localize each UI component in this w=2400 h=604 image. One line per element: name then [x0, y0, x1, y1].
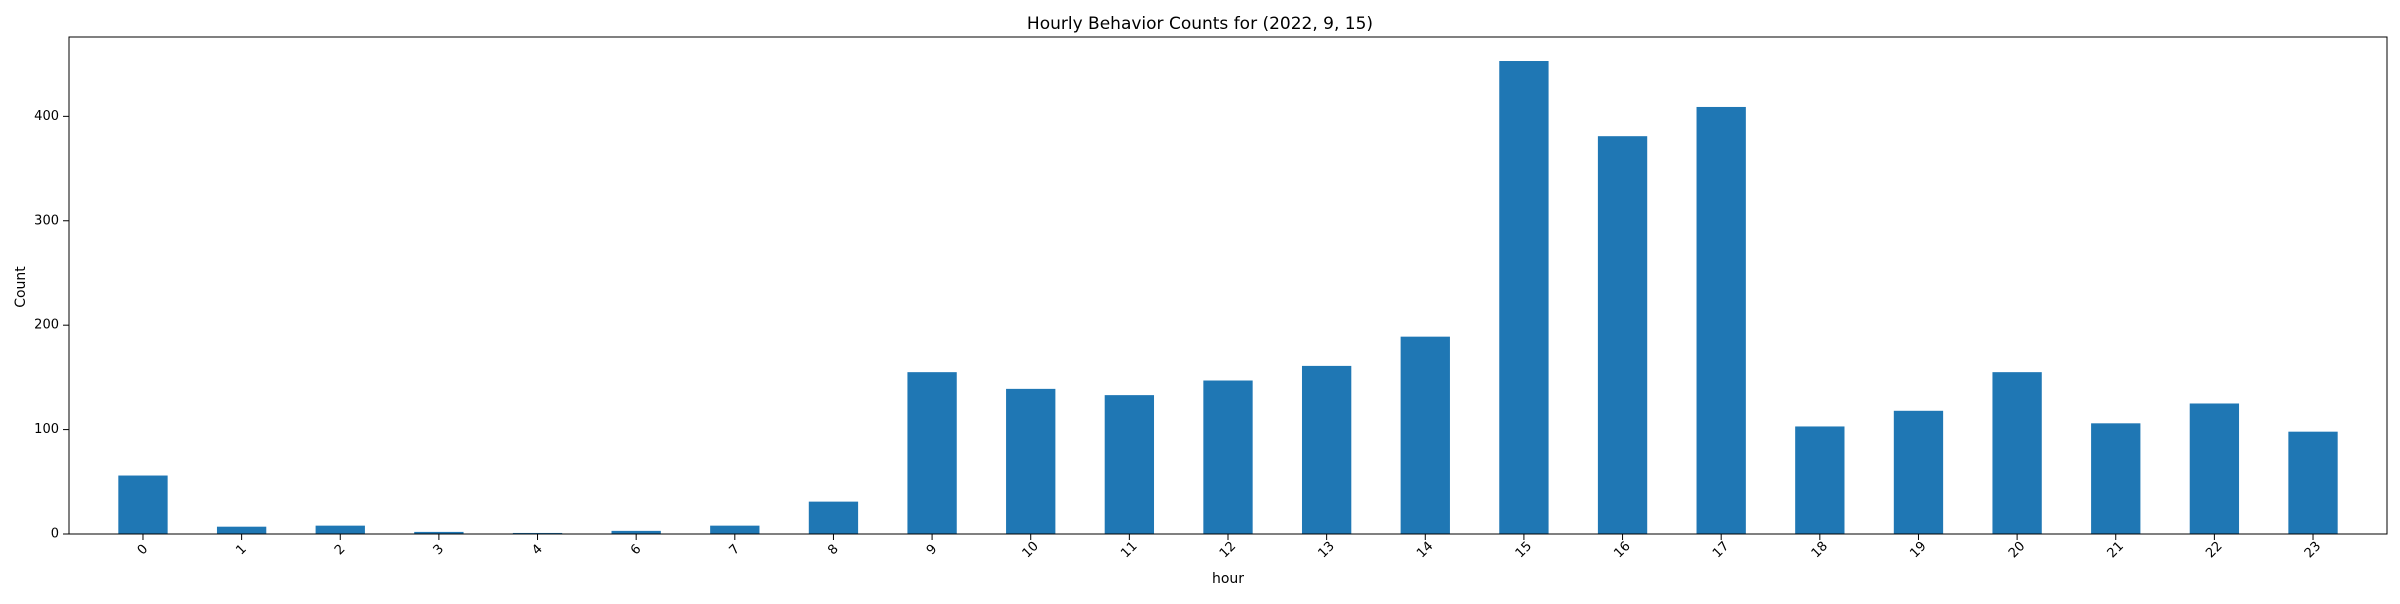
x-axis-ticks: 0 1 2 3 4 6 7 8 9 10 11 12 13 14 15 16 17 18 19 20 21 22 23 — [135, 534, 2324, 561]
bar-hour-7 — [710, 525, 760, 534]
x-tick-label: 19 — [1907, 539, 1929, 561]
bar-hour-6 — [611, 530, 661, 534]
bar-hour-12 — [1203, 380, 1253, 534]
bar-hour-1 — [216, 526, 267, 534]
y-axis-label: Count — [13, 266, 29, 308]
bar-hour-21 — [2091, 423, 2141, 534]
x-tick-label: 23 — [2302, 539, 2324, 561]
x-tick-label: 0 — [135, 542, 151, 558]
bar-hour-0 — [118, 475, 168, 534]
x-tick-label: 11 — [1118, 539, 1140, 561]
bar-hour-13 — [1301, 365, 1352, 534]
y-axis-ticks: 0 100 200 300 400 — [34, 109, 69, 542]
bar-hour-3 — [414, 531, 464, 534]
bar-hour-23 — [2288, 431, 2338, 534]
x-tick-label: 3 — [431, 542, 447, 558]
x-tick-label: 14 — [1414, 539, 1436, 561]
x-tick-label: 20 — [2006, 539, 2028, 561]
x-tick-label: 13 — [1315, 539, 1337, 561]
bar-hour-19 — [1893, 410, 1944, 534]
x-tick-label: 8 — [825, 542, 841, 558]
x-tick-label: 17 — [1710, 539, 1732, 561]
bar-hour-11 — [1104, 395, 1155, 534]
x-tick-label: 12 — [1217, 539, 1239, 561]
x-tick-label: 10 — [1020, 539, 1042, 561]
bar-hour-16 — [1597, 136, 1648, 534]
bar-hour-20 — [1992, 372, 2042, 534]
chart-title: Hourly Behavior Counts for (2022, 9, 15) — [1027, 14, 1373, 34]
bar-hour-15 — [1499, 61, 1549, 534]
bar-hour-9 — [907, 372, 957, 534]
y-tick-label: 300 — [34, 213, 59, 228]
bar-hour-22 — [2189, 403, 2240, 534]
y-tick-label: 200 — [34, 318, 59, 333]
bar-hour-14 — [1400, 336, 1450, 534]
bar-hour-10 — [1006, 388, 1056, 534]
y-tick-label: 400 — [34, 109, 59, 124]
x-tick-label: 1 — [233, 542, 249, 558]
bar-hour-18 — [1795, 426, 1845, 534]
x-tick-label: 9 — [924, 542, 940, 558]
y-tick-label: 100 — [34, 422, 59, 437]
bar-hour-2 — [315, 525, 365, 534]
x-axis-label: hour — [1212, 571, 1244, 587]
bar-hour-17 — [1696, 106, 1746, 535]
bar-hour-4 — [512, 532, 563, 534]
plot-area-frame — [68, 36, 2388, 535]
x-tick-label: 15 — [1513, 539, 1535, 561]
x-tick-label: 6 — [628, 542, 644, 558]
x-tick-label: 18 — [1809, 539, 1831, 561]
x-tick-label: 4 — [529, 542, 545, 558]
x-tick-label: 16 — [1611, 539, 1633, 561]
x-tick-label: 2 — [332, 542, 348, 558]
y-tick-label: 0 — [51, 527, 59, 542]
bar-series — [118, 61, 2338, 535]
x-tick-label: 7 — [727, 542, 743, 558]
x-tick-label: 22 — [2203, 539, 2225, 561]
x-tick-label: 21 — [2105, 539, 2127, 561]
bar-hour-8 — [808, 501, 859, 534]
